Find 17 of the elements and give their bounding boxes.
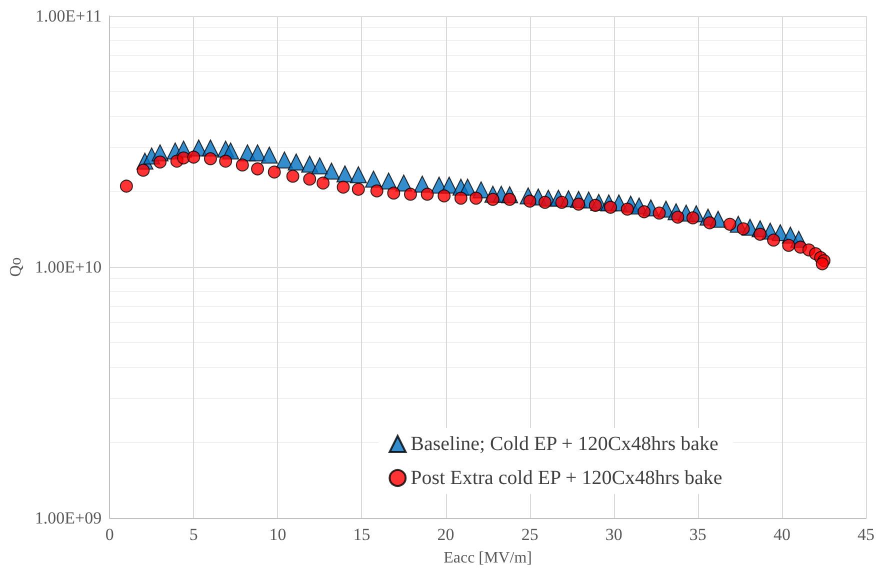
y-tick-label: 1.00E+11 [36, 6, 102, 26]
x-tick-label: 30 [605, 525, 622, 544]
legend-label: Post Extra cold EP + 120Cx48hrs bake [410, 467, 722, 489]
y-tick-label: 1.00E+09 [34, 508, 102, 528]
x-axis-title: Eacc [MV/m] [444, 550, 532, 566]
y-axis-title: Qo [8, 257, 24, 277]
x-tick-label: 25 [521, 525, 538, 544]
y-tick-label: 1.00E+10 [34, 258, 102, 276]
x-tick-label: 0 [105, 525, 114, 544]
x-tick-label: 10 [269, 525, 286, 544]
x-tick-label: 15 [353, 525, 370, 544]
legend-label: Baseline; Cold EP + 120Cx48hrs bake [410, 433, 718, 455]
x-tick-label: 5 [189, 525, 198, 544]
x-tick-label: 45 [858, 525, 874, 544]
x-tick-label: 40 [773, 525, 790, 544]
x-tick-label: 20 [437, 525, 454, 544]
x-tick-label: 35 [689, 525, 706, 544]
